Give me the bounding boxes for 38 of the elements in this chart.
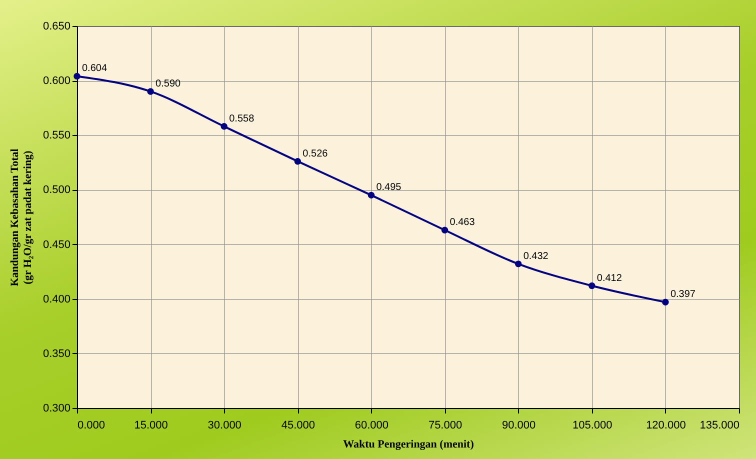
point [588,282,596,290]
data-label: 0.526 [302,148,328,160]
y-tick-label: 0.300 [42,402,70,414]
x-tick-label: 15.000 [134,420,168,432]
data-label: 0.432 [523,250,549,262]
y-tick-label: 0.450 [42,238,70,251]
data-label: 0.495 [376,182,402,194]
x-tick-label: 60.000 [354,420,389,432]
y-axis-title: Kandungan Kebasahan Total (gr H₂O/gr zat padat kering) [8,148,34,286]
point [147,88,154,95]
x-tick-label: 120.000 [646,420,686,432]
point [368,192,375,199]
point [662,298,669,306]
x-tick-label: 45.000 [281,420,315,432]
point [74,72,80,80]
data-label: 0.558 [229,113,255,124]
y-tick-label: 0.500 [42,184,70,196]
point [514,260,522,268]
data-label: 0.412 [596,272,622,284]
x-tick-label: 90.000 [502,420,536,432]
x-axis-title: Waktu Pengeringan (menit) [343,438,474,450]
x-tick-label: 105.000 [572,420,612,432]
x-tick-label: 135.000 [700,420,740,432]
data-label: 0.463 [450,217,476,228]
y-tick-label: 0.600 [42,75,70,88]
data-label: 0.590 [156,78,182,90]
data-label: 0.397 [670,289,696,300]
y-tick-label: 0.550 [42,130,70,142]
point [220,123,228,130]
y-tick-label: 0.350 [42,348,70,360]
x-tick-label: 75.000 [428,420,462,432]
point [441,226,448,234]
x-tick-label: 0.000 [78,420,106,432]
y-tick-label: 0.650 [42,20,70,32]
point [294,158,302,165]
x-tick-label: 30.000 [208,420,242,432]
y-tick-label: 0.400 [42,293,70,306]
data-label: 0.604 [82,63,108,74]
